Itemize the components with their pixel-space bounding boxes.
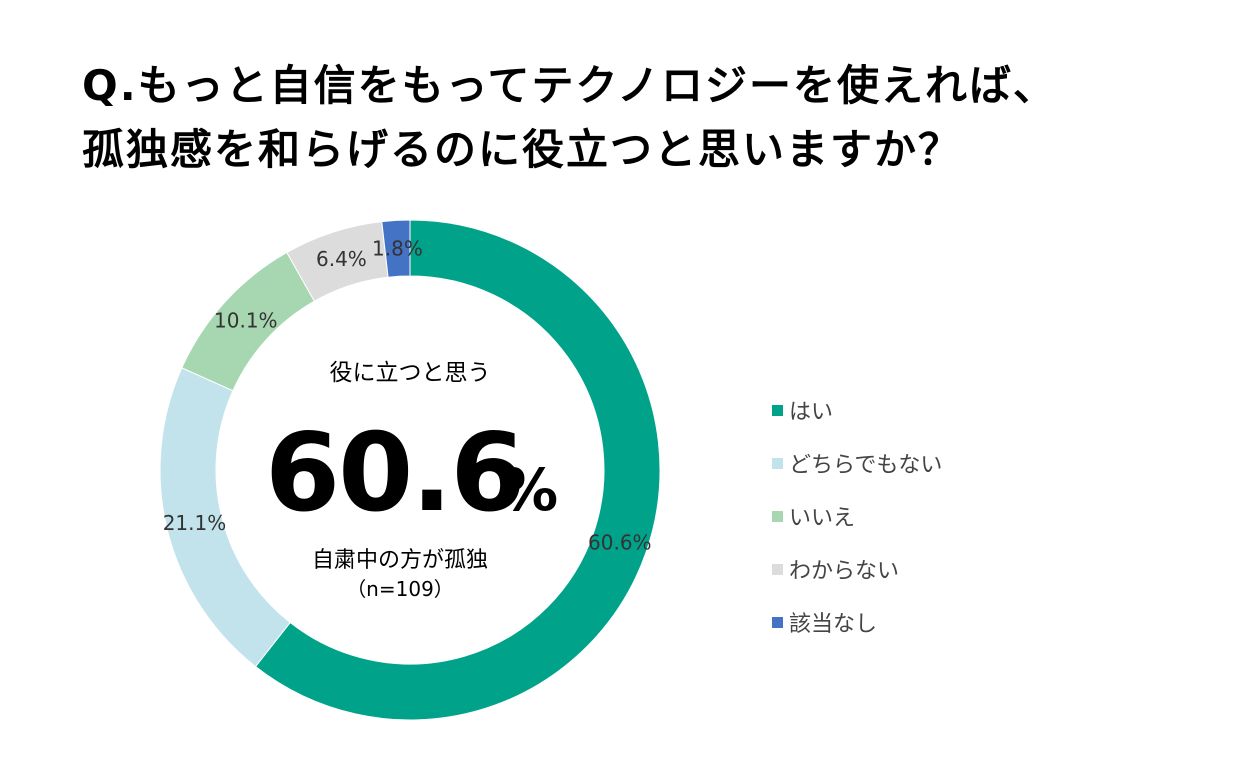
legend-swatch-3: [772, 563, 783, 575]
title-line-2: 孤独感を和らげるのに役立つと思いますか？: [82, 125, 963, 174]
slice-label-1: 21.1%: [163, 511, 227, 535]
title-line-1: Q.もっと自信をもってテクノロジーを使えれば、: [82, 61, 1058, 110]
legend-label-0: はい: [789, 400, 834, 425]
legend-item-1: どちらでもない: [772, 447, 942, 479]
slice-label-3: 6.4%: [316, 247, 367, 271]
legend-swatch-4: [772, 616, 783, 628]
legend-label-4: 該当なし: [789, 612, 878, 637]
slice-0: [254, 219, 661, 721]
slice-label-2: 10.1%: [214, 309, 278, 333]
legend-label-3: わからない: [789, 559, 900, 584]
legend-swatch-0: [772, 404, 783, 416]
legend-item-3: わからない: [772, 553, 942, 585]
slice-label-4: 1.8%: [372, 236, 423, 260]
slice-4: [381, 219, 411, 278]
center-group-label: 自粛中の方が孤独: [312, 548, 488, 573]
center-unit: %: [500, 456, 558, 524]
center-value: 60.6: [265, 411, 523, 536]
legend: はいどちらでもない いいえわからない該当なし: [772, 394, 942, 659]
legend-label-1: どちらでもない: [789, 453, 943, 478]
slice-labels: 60.6% 21.1% 10.1% 6.4% 1.8%: [163, 236, 652, 554]
legend-label-2: いいえ: [789, 506, 856, 531]
legend-item-4: 該当なし: [772, 606, 942, 638]
center-sample-size: （n=109）: [346, 577, 454, 601]
donut-slices: [159, 219, 661, 721]
slice-label-0: 60.6%: [588, 531, 652, 555]
legend-swatch-2: [772, 510, 783, 522]
legend-item-2: いいえ: [772, 500, 942, 532]
legend-item-0: はい: [772, 394, 942, 426]
center-label: 役に立つと思う: [330, 360, 491, 386]
legend-swatch-1: [772, 457, 783, 469]
